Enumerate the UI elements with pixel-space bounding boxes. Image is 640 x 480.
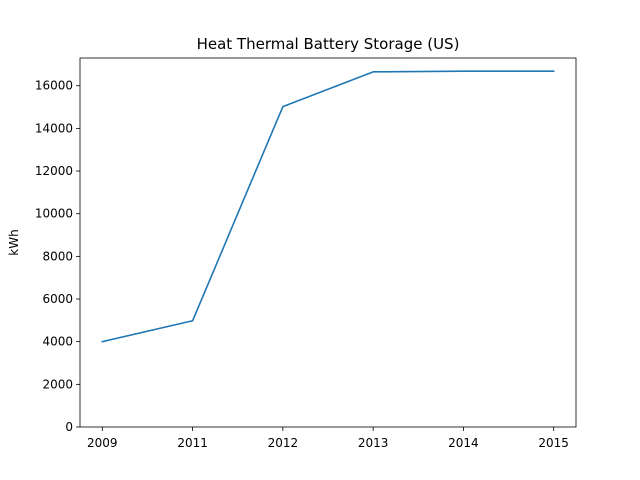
- y-tick-label: 6000: [42, 292, 73, 306]
- y-tick-label: 4000: [42, 335, 73, 349]
- plot-area: 0 2000 4000 6000 8000 10000 12000 14000 16000 200…: [35, 57, 577, 450]
- chart-title: Heat Thermal Battery Storage (US): [197, 35, 460, 53]
- plot-frame: [79, 57, 577, 428]
- y-tick-label: 16000: [35, 79, 73, 93]
- y-tick-label: 0: [65, 420, 73, 434]
- y-tick-label: 2000: [42, 377, 73, 391]
- x-tick-label: 2009: [87, 436, 118, 450]
- y-axis-label: kWh: [7, 229, 21, 255]
- y-tick-label: 14000: [35, 121, 73, 135]
- x-tick-label: 2011: [177, 436, 208, 450]
- x-tick-label: 2015: [538, 436, 569, 450]
- y-tick-label: 8000: [42, 249, 73, 263]
- y-tick-label: 10000: [35, 207, 73, 221]
- series-line: [101, 70, 555, 343]
- y-tick-label: 12000: [35, 164, 73, 178]
- x-tick-label: 2012: [268, 436, 299, 450]
- x-tick-label: 2013: [358, 436, 389, 450]
- x-tick-label: 2014: [448, 436, 479, 450]
